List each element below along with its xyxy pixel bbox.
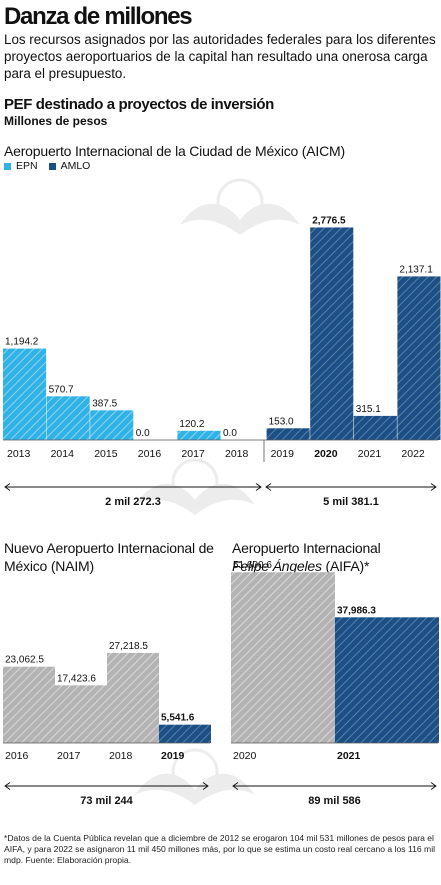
aicm-legend: EPN AMLO — [4, 160, 90, 172]
bar-2019 — [266, 428, 310, 440]
aifa-chart-title: Aeropuerto Internacional Felipe Ángeles … — [232, 539, 437, 575]
footnote: *Datos de la Cuenta Pública revelan que … — [4, 833, 436, 865]
total-naim-arrow-right — [202, 782, 209, 790]
seal-ring — [216, 178, 264, 226]
aicm-chart-title: Aeropuerto Internacional de la Ciudad de… — [4, 143, 345, 159]
bar-2022 — [397, 276, 441, 440]
section-units: Millones de pesos — [4, 114, 108, 128]
total-epn-arrow-right — [255, 483, 262, 491]
tick-label-2021: 2021 — [358, 448, 382, 460]
data-label-2018: 27,218.5 — [109, 641, 148, 652]
tick-label-2017: 2017 — [57, 750, 81, 762]
data-label-2017: 120.2 — [179, 419, 204, 430]
total-amlo-label: 5 mil 381.1 — [323, 496, 379, 508]
data-label-2021: 315.1 — [356, 404, 381, 415]
bar-2017 — [55, 685, 107, 743]
data-label-2019: 5,541.6 — [161, 713, 195, 724]
data-label-2016: 0.0 — [136, 428, 150, 439]
data-label-2014: 570.7 — [49, 384, 74, 395]
tick-label-2014: 2014 — [51, 448, 75, 460]
bar-2013 — [3, 348, 47, 440]
total-naim-label: 73 mil 244 — [80, 795, 133, 807]
bar-2014 — [46, 396, 90, 440]
tick-label-2020: 2020 — [314, 448, 338, 460]
legend-label-amlo: AMLO — [60, 160, 91, 172]
total-aifa-label: 89 mil 586 — [308, 795, 361, 807]
data-label-2013: 1,194.2 — [5, 337, 39, 348]
aifa-title-italic: Felipe Ángeles — [232, 558, 322, 574]
tick-label-2021: 2021 — [337, 750, 361, 762]
data-label-2020: 2,776.5 — [312, 215, 346, 226]
seal-ring — [171, 458, 219, 506]
tick-label-2013: 2013 — [7, 448, 31, 460]
tick-label-2019: 2019 — [161, 750, 185, 762]
section-title: PEF destinado a proyectos de inversión — [4, 96, 274, 113]
chart-layer: 1,194.2 2013 570.7 2014 387.5 2015 0.0 2016 120.… — [3, 215, 441, 807]
tick-label-2015: 2015 — [94, 448, 118, 460]
eagle-wing-shape — [135, 483, 255, 515]
eagle-wing-shape — [180, 203, 300, 235]
total-aifa-arrow-right — [430, 782, 437, 790]
bar-2016 — [3, 666, 55, 743]
total-naim-arrow-left — [4, 782, 11, 790]
page-title: Danza de millones — [4, 3, 193, 30]
tick-label-2020: 2020 — [233, 750, 257, 762]
total-epn-arrow-left — [4, 483, 11, 491]
tick-label-2018: 2018 — [225, 448, 249, 460]
tick-label-2019: 2019 — [271, 448, 295, 460]
bar-2020 — [310, 227, 354, 440]
total-amlo-arrow-left — [265, 483, 272, 491]
seal-ring — [171, 748, 219, 796]
tick-label-2018: 2018 — [109, 750, 133, 762]
tick-label-2017: 2017 — [181, 448, 205, 460]
data-label-2019: 153.0 — [269, 416, 294, 427]
eagle-wing-shape — [135, 773, 255, 805]
data-label-2020: 51,600.6 — [233, 560, 272, 571]
eagle-watermark — [135, 458, 255, 515]
total-amlo-arrow-right — [430, 483, 437, 491]
legend-swatch-amlo — [48, 162, 56, 170]
data-label-2017: 17,423.6 — [57, 673, 96, 684]
aifa-title-suffix: (AIFA)* — [321, 558, 370, 574]
data-label-2018: 0.0 — [223, 428, 237, 439]
eagle-watermarks — [135, 178, 300, 805]
bar-2019 — [159, 724, 211, 743]
eagle-watermark — [180, 178, 300, 235]
naim-chart-title: Nuevo Aeropuerto Internacional de México… — [4, 540, 214, 574]
bar-2015 — [90, 410, 134, 440]
bar-2018 — [107, 652, 159, 743]
bar-2021 — [353, 415, 397, 440]
total-aifa-arrow-left — [232, 782, 239, 790]
data-label-2015: 387.5 — [92, 398, 117, 409]
tick-label-2016: 2016 — [5, 750, 29, 762]
page-subtitle: Los recursos asignados por las autoridad… — [4, 32, 436, 81]
eagle-watermark — [135, 748, 255, 805]
aifa-title-plain: Aeropuerto Internacional — [232, 540, 381, 556]
tick-label-2016: 2016 — [138, 448, 162, 460]
legend-swatch-epn — [4, 162, 11, 170]
total-epn-label: 2 mil 272.3 — [105, 496, 161, 508]
bar-2017 — [177, 430, 221, 440]
data-label-2022: 2,137.1 — [399, 264, 433, 275]
data-label-2016: 23,062.5 — [5, 655, 44, 666]
bar-2020 — [231, 572, 335, 743]
legend-label-epn: EPN — [16, 160, 38, 172]
tick-label-2022: 2022 — [401, 448, 425, 460]
bar-2021 — [335, 617, 439, 743]
data-label-2021: 37,986.3 — [337, 605, 376, 616]
